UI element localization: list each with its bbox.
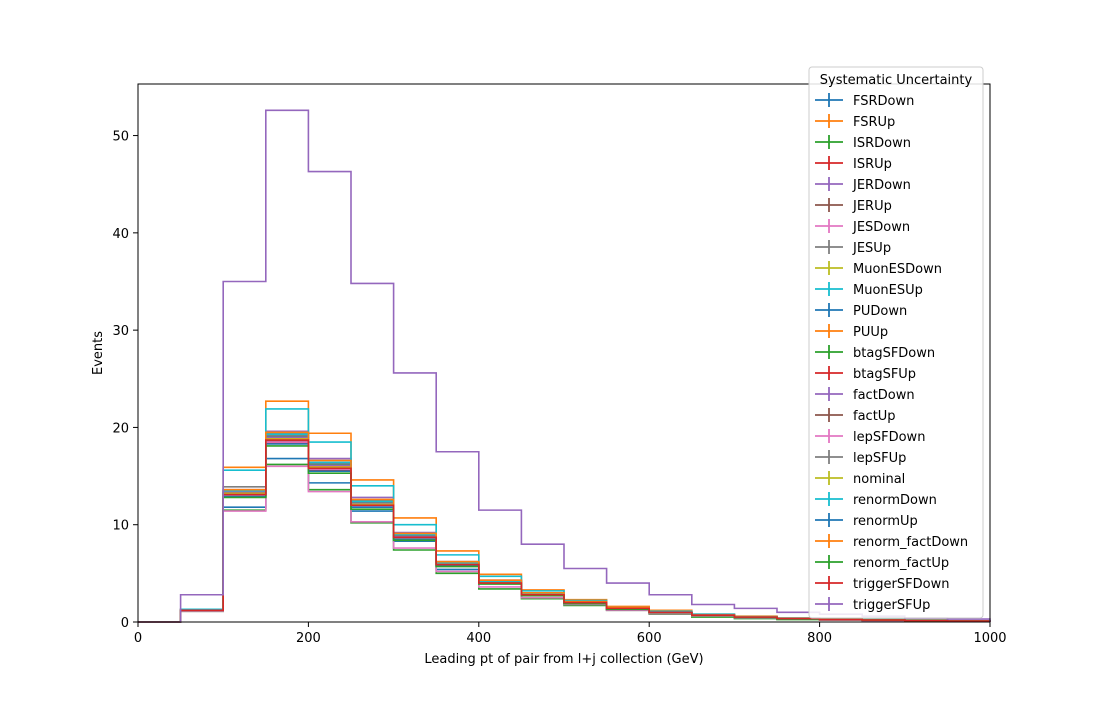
legend-entry-ISRUp: ISRUp (815, 156, 892, 172)
legend-entry-PUDown: PUDown (815, 303, 907, 319)
x-tick-label: 200 (296, 631, 321, 646)
legend-entry-MuonESDown: MuonESDown (815, 261, 942, 277)
legend-label: renorm_factDown (853, 535, 968, 550)
y-tick-label: 0 (121, 616, 129, 631)
legend-entry-factUp: factUp (815, 408, 896, 424)
legend-label: btagSFDown (853, 346, 935, 361)
legend-entry-btagSFDown: btagSFDown (815, 345, 935, 361)
legend-label: lepSFUp (853, 451, 906, 466)
series-line-triggerSFDown (138, 439, 991, 623)
legend-label: JERUp (852, 199, 892, 214)
x-tick-label: 0 (134, 631, 142, 646)
y-tick-label: 40 (112, 227, 129, 242)
legend-entry-lepSFUp: lepSFUp (815, 450, 906, 466)
legend-label: MuonESDown (853, 262, 942, 277)
legend-label: renormUp (853, 514, 918, 529)
legend-entry-FSRDown: FSRDown (815, 93, 914, 109)
legend-box (808, 66, 984, 619)
plot-frame (137, 83, 991, 623)
x-tick-label: 1000 (973, 631, 1006, 646)
y-tick-label: 50 (112, 130, 129, 145)
legend-label: factDown (853, 388, 915, 403)
legend-label: triggerSFUp (853, 598, 930, 613)
y-axis-label: Events (91, 331, 106, 375)
legend-entry-nominal: nominal (815, 471, 905, 487)
legend-label: ISRUp (853, 157, 892, 172)
legend-entry-JERDown: JERDown (815, 177, 911, 193)
legend-entry-triggerSFUp: triggerSFUp (815, 597, 930, 613)
legend-entry-ISRDown: ISRDown (815, 135, 911, 151)
legend-label: MuonESUp (853, 283, 923, 298)
legend-entry-renormUp: renormUp (815, 513, 918, 529)
y-tick-label: 30 (112, 324, 129, 339)
legend-label: nominal (853, 472, 905, 487)
legend-entry-MuonESUp: MuonESUp (815, 282, 923, 298)
y-tick-label: 10 (112, 519, 129, 534)
x-axis-label: Leading pt of pair from l+j collection (… (424, 652, 703, 667)
legend-label: ISRDown (853, 136, 911, 151)
legend-entry-renorm_factDown: renorm_factDown (815, 534, 968, 550)
legend-entry-factDown: factDown (815, 387, 915, 403)
x-tick-label: 400 (466, 631, 491, 646)
legend-label: PUUp (853, 325, 888, 340)
legend-label: lepSFDown (853, 430, 925, 445)
legend-entry-triggerSFDown: triggerSFDown (815, 576, 949, 592)
legend-entry-renorm_factUp: renorm_factUp (815, 555, 949, 571)
legend-entry-JERUp: JERUp (815, 198, 892, 214)
legend-entry-JESDown: JESDown (815, 219, 910, 235)
legend-label: FSRUp (853, 115, 895, 130)
legend: Systematic Uncertainty FSRDown FSRUp ISRDow… (808, 66, 984, 619)
legend-entry-FSRUp: FSRUp (815, 114, 895, 130)
legend-entry-btagSFUp: btagSFUp (815, 366, 916, 382)
legend-label: JESUp (852, 241, 891, 256)
legend-label: JERDown (852, 178, 911, 193)
legend-label: PUDown (853, 304, 907, 319)
x-tick-label: 800 (807, 631, 832, 646)
legend-entry-lepSFDown: lepSFDown (815, 429, 925, 445)
legend-entry-renormDown: renormDown (815, 492, 937, 508)
legend-entry-PUUp: PUUp (815, 324, 888, 340)
legend-label: JESDown (852, 220, 910, 235)
axes-layer: 0 200 400 600 800 1000 0 10 20 30 40 50 Leading pt o… (91, 83, 1007, 667)
legend-label: btagSFUp (853, 367, 916, 382)
legend-title: Systematic Uncertainty (820, 73, 973, 88)
legend-label: factUp (853, 409, 896, 424)
x-tick-label: 600 (637, 631, 662, 646)
legend-label: FSRDown (853, 94, 914, 109)
legend-label: renorm_factUp (853, 556, 949, 571)
y-tick-label: 20 (112, 421, 129, 436)
legend-entry-JESUp: JESUp (815, 240, 891, 256)
legend-label: triggerSFDown (853, 577, 949, 592)
legend-label: renormDown (853, 493, 937, 508)
series-layer (138, 109, 991, 623)
